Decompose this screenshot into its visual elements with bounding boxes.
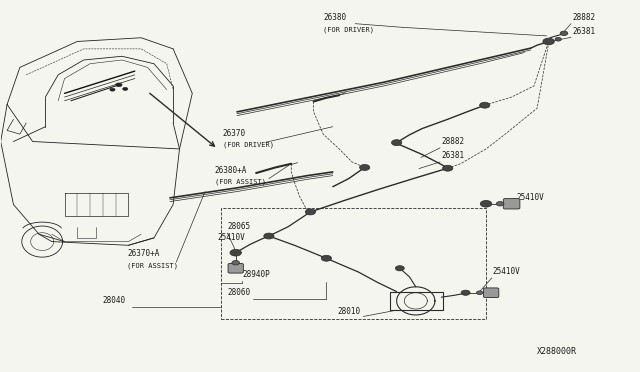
Circle shape: [396, 266, 404, 271]
Circle shape: [476, 291, 483, 295]
Circle shape: [230, 249, 241, 256]
Text: 26381: 26381: [442, 151, 465, 160]
Circle shape: [321, 255, 332, 261]
Circle shape: [360, 164, 370, 170]
Circle shape: [543, 38, 554, 45]
Circle shape: [479, 102, 490, 108]
Circle shape: [443, 165, 453, 171]
Text: 25410V: 25410V: [492, 267, 520, 276]
Text: 28065: 28065: [227, 222, 250, 231]
FancyBboxPatch shape: [503, 199, 520, 209]
Text: (FOR DRIVER): (FOR DRIVER): [323, 26, 374, 33]
Circle shape: [461, 290, 470, 295]
Circle shape: [392, 140, 402, 145]
Text: (FOR DRIVER): (FOR DRIVER): [223, 142, 274, 148]
FancyBboxPatch shape: [228, 263, 243, 273]
Text: 28940P: 28940P: [242, 270, 270, 279]
Text: 26370+A: 26370+A: [127, 249, 159, 258]
Circle shape: [496, 202, 504, 206]
Circle shape: [123, 87, 128, 90]
Circle shape: [116, 83, 122, 87]
Text: 25410V: 25410V: [516, 193, 545, 202]
Text: 26380+A: 26380+A: [214, 166, 247, 175]
Text: (FOR ASSIST): (FOR ASSIST): [127, 262, 178, 269]
Circle shape: [110, 88, 115, 91]
Circle shape: [555, 37, 561, 41]
Text: 28060: 28060: [227, 288, 250, 297]
Text: 28040: 28040: [103, 296, 126, 305]
Circle shape: [232, 260, 239, 265]
Text: 26380: 26380: [323, 13, 346, 22]
Circle shape: [264, 233, 274, 239]
Circle shape: [305, 209, 316, 215]
FancyBboxPatch shape: [483, 288, 499, 298]
Bar: [221, 208, 486, 320]
Circle shape: [560, 31, 568, 36]
Text: 28882: 28882: [572, 13, 595, 22]
Text: 28882: 28882: [442, 137, 465, 146]
Text: 25410V: 25410V: [218, 233, 246, 242]
Text: 26381: 26381: [572, 27, 595, 36]
Text: (FOR ASSIST): (FOR ASSIST): [214, 179, 266, 185]
Text: X288000R: X288000R: [537, 347, 577, 356]
Text: 28010: 28010: [338, 307, 361, 317]
Text: 26370: 26370: [223, 129, 246, 138]
Circle shape: [480, 201, 492, 207]
